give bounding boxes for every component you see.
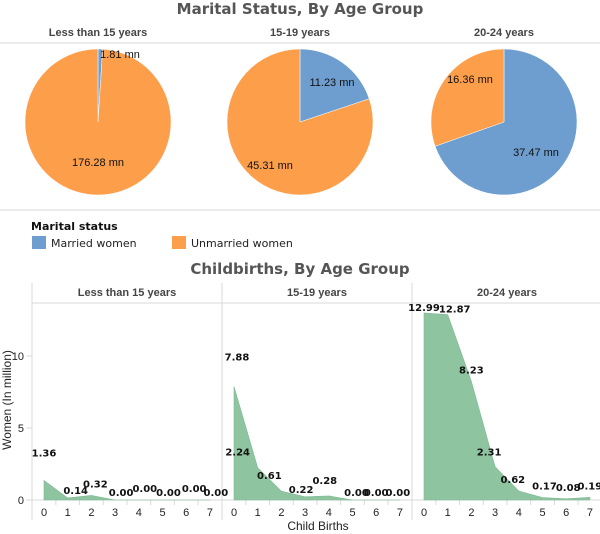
x-tick-label-20-24-years-4: 4 [516, 507, 522, 519]
area-chart-title: Childbirths, By Age Group [190, 260, 410, 278]
legend-swatch-unmarried[interactable] [172, 236, 186, 249]
x-tick-label-15-19-years-4: 4 [326, 507, 332, 519]
pie-label-unmarried-women-20-24-years: 16.36 mn [447, 74, 493, 86]
x-tick-label-20-24-years-0: 0 [421, 507, 427, 519]
data-label-less-than-15-years-6: 0.00 [182, 484, 207, 495]
data-label-15-19-years-2: 0.61 [257, 471, 282, 482]
data-label-less-than-15-years-7: 0.00 [204, 488, 229, 499]
data-label-less-than-15-years-1: 0.14 [63, 486, 88, 497]
x-axis-label: Child Births [287, 519, 348, 533]
pie-chart-title: Marital Status, By Age Group [177, 0, 424, 18]
area-15-19-years[interactable] [233, 386, 400, 501]
pie-label-married-women-15-19-years: 11.23 mn [309, 77, 354, 89]
legend: Marital status Married women Unmarried w… [31, 220, 293, 250]
pie-slice-married-women-20-24-years[interactable] [434, 48, 578, 196]
legend-swatch-married[interactable] [32, 236, 46, 249]
x-tick-label-less-than-15-years-2: 2 [88, 507, 94, 519]
pie-slice-unmarried-women-20-24-years[interactable] [430, 48, 505, 147]
data-label-15-19-years-6: 0.00 [364, 488, 389, 499]
area-facet-header-20-24-years: 20-24 years [477, 287, 537, 299]
data-label-less-than-15-years-4: 0.00 [132, 484, 157, 495]
area-less-than-15-years[interactable] [43, 479, 210, 501]
data-label-15-19-years-3: 0.22 [289, 485, 314, 496]
x-tick-label-less-than-15-years-6: 6 [183, 507, 189, 519]
x-tick-label-less-than-15-years-1: 1 [65, 507, 71, 519]
x-tick-label-15-19-years-7: 7 [397, 507, 403, 519]
x-tick-label-15-19-years-2: 2 [278, 507, 284, 519]
data-label-20-24-years-1: 12.87 [439, 305, 471, 316]
legend-label-unmarried[interactable]: Unmarried women [191, 237, 293, 250]
x-tick-label-15-19-years-5: 5 [349, 507, 355, 519]
pie-label-married-women-less-than-15-years: 1.81 mn [100, 49, 140, 61]
area-facet-header-less-than-15-years: Less than 15 years [78, 287, 176, 299]
data-label-less-than-15-years-3: 0.00 [109, 488, 134, 499]
data-label-20-24-years-2: 8.23 [459, 365, 484, 376]
pie-label-married-women-20-24-years: 37.47 mn [513, 147, 559, 159]
pie-facet-header-15-19-years: 15-19 years [270, 27, 330, 39]
pie-slice-married-women-15-19-years[interactable] [299, 48, 370, 123]
pie-slice-unmarried-women-less-than-15-years[interactable] [24, 48, 172, 196]
y-tick-label-0: 0 [18, 495, 24, 507]
data-label-20-24-years-4: 0.62 [500, 475, 525, 486]
data-label-20-24-years-6: 0.08 [556, 483, 581, 494]
x-tick-label-less-than-15-years-7: 7 [207, 507, 213, 519]
x-tick-label-15-19-years-3: 3 [302, 507, 308, 519]
x-tick-label-20-24-years-6: 6 [563, 507, 569, 519]
legend-label-married[interactable]: Married women [51, 237, 137, 250]
x-tick-label-20-24-years-5: 5 [539, 507, 545, 519]
data-label-20-24-years-5: 0.17 [532, 482, 557, 493]
pie-label-unmarried-women-less-than-15-years: 176.28 mn [72, 157, 124, 169]
area-facet-header-15-19-years: 15-19 years [287, 287, 347, 299]
data-label-15-19-years-4: 0.28 [312, 476, 337, 487]
data-label-20-24-years-3: 2.31 [477, 448, 502, 459]
y-tick-label-5: 5 [18, 423, 24, 435]
x-tick-label-20-24-years-1: 1 [445, 507, 451, 519]
x-tick-label-20-24-years-3: 3 [492, 507, 498, 519]
x-tick-label-less-than-15-years-0: 0 [41, 507, 47, 519]
data-label-15-19-years-7: 0.00 [386, 488, 411, 499]
data-label-15-19-years-0: 7.88 [225, 353, 250, 364]
pie-label-unmarried-women-15-19-years: 45.31 mn [247, 160, 293, 172]
pie-facet-header-less-than-15-years: Less than 15 years [49, 27, 147, 39]
x-tick-label-15-19-years-1: 1 [255, 507, 261, 519]
pie-facet-header-20-24-years: 20-24 years [474, 27, 534, 39]
area-20-24-years[interactable] [423, 312, 591, 501]
x-tick-label-less-than-15-years-3: 3 [112, 507, 118, 519]
data-label-15-19-years-5: 0.00 [344, 488, 369, 499]
y-axis-label: Women (In million) [0, 350, 14, 450]
x-tick-label-15-19-years-0: 0 [231, 507, 237, 519]
x-tick-label-20-24-years-2: 2 [468, 507, 474, 519]
data-label-less-than-15-years-5: 0.00 [156, 488, 181, 499]
x-tick-label-20-24-years-7: 7 [587, 507, 593, 519]
data-label-less-than-15-years-2: 0.32 [83, 479, 108, 490]
data-label-20-24-years-0: 12.99 [408, 303, 440, 314]
y-tick-label-10: 10 [12, 351, 24, 363]
x-tick-label-15-19-years-6: 6 [373, 507, 379, 519]
legend-title: Marital status [31, 220, 118, 233]
data-label-20-24-years-7: 0.19 [578, 481, 600, 492]
x-tick-label-less-than-15-years-5: 5 [159, 507, 165, 519]
x-tick-label-less-than-15-years-4: 4 [136, 507, 142, 519]
data-label-less-than-15-years-0: 1.36 [32, 448, 57, 459]
data-label-15-19-years-1: 2.24 [225, 448, 250, 459]
pie-slice-unmarried-women-15-19-years[interactable] [226, 48, 374, 196]
